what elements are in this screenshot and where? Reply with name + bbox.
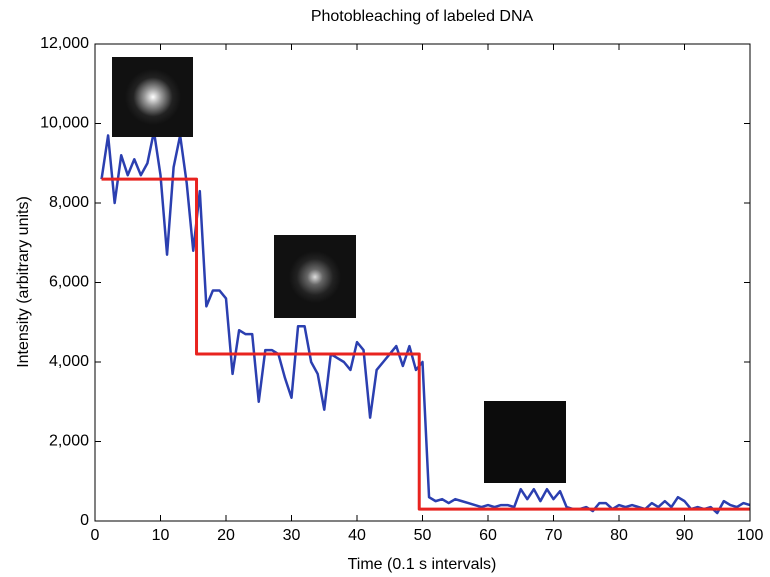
spot	[125, 69, 181, 125]
x-tick-label: 90	[676, 527, 694, 544]
x-tick-label: 100	[737, 527, 764, 544]
y-tick-label: 2,000	[49, 433, 89, 450]
x-tick-label: 40	[348, 527, 366, 544]
spot	[289, 251, 341, 303]
axes-box	[94, 43, 751, 522]
x-tick-label: 10	[152, 527, 170, 544]
x-tick-label: 50	[414, 527, 432, 544]
y-axis-label: Intensity (arbitrary units)	[15, 196, 32, 368]
data-line	[100, 130, 751, 515]
y-tick-label: 4,000	[49, 353, 89, 370]
plot-area	[100, 130, 751, 515]
x-tick-label: 70	[545, 527, 563, 544]
x-tick-label: 80	[610, 527, 628, 544]
x-tick-label: 20	[217, 527, 235, 544]
inset-dark	[484, 401, 566, 483]
x-tick-label: 60	[479, 527, 497, 544]
x-tick-label: 0	[91, 527, 100, 544]
inset-images	[112, 57, 566, 483]
x-axis-label: Time (0.1 s intervals)	[348, 556, 497, 573]
chart-title: Photobleaching of labeled DNA	[311, 8, 534, 25]
x-tick-label: 30	[283, 527, 301, 544]
data-line	[101, 177, 750, 511]
y-tick-label: 12,000	[40, 35, 89, 52]
y-tick-label: 0	[80, 512, 89, 529]
y-tick-label: 6,000	[49, 274, 89, 291]
y-tick-label: 10,000	[40, 115, 89, 132]
y-tick-label: 8,000	[49, 194, 89, 211]
